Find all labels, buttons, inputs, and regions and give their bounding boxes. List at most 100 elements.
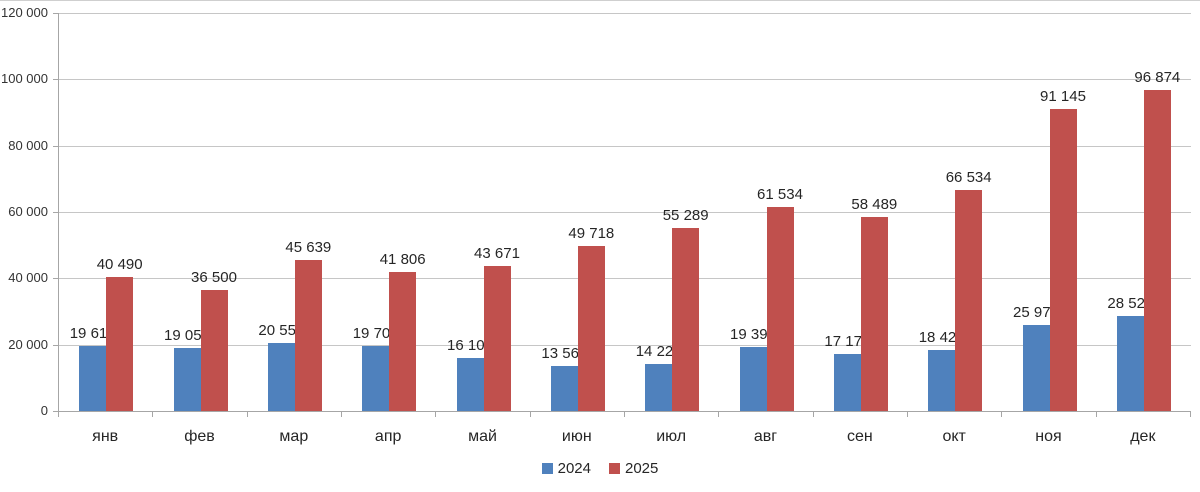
y-axis-tick-label: 0 [40,403,48,418]
gridline-20000 [59,344,1191,346]
plot-area: 19 614 40 490 19 054 36 500 20 558 45 639 19 7… [58,13,1191,412]
bar-2024-июл [645,363,673,411]
x-axis-label-июн: июн [561,428,592,445]
x-axis-tick [246,412,248,417]
y-axis-tick-label: 40 000 [8,270,48,286]
bar-2025-апр [389,272,417,411]
x-axis-tick [1095,412,1097,417]
gridline-40000 [59,278,1191,280]
bar-2024-ноя [1022,324,1050,411]
x-axis-tick [58,412,59,417]
bar-2024-сен [833,354,861,411]
bar-2025-сен [860,217,888,411]
data-label-2024-янв: 19 614 [69,324,116,342]
y-axis-tick [53,212,58,213]
x-axis-tick [624,412,625,417]
x-axis-tick [907,412,908,417]
y-axis-tick [53,278,58,280]
data-label-2024-окт: 18 428 [918,328,965,346]
x-axis-label-июл: июл [656,428,687,445]
x-axis-label-апр: апр [374,428,402,445]
data-label-2024-сен: 17 177 [824,333,871,351]
data-label-2025-ноя: 91 145 [1040,87,1086,105]
data-label-2024-апр: 19 700 [352,324,399,342]
legend-item-2025: 2025 [609,461,658,476]
data-label-2024-фев: 19 054 [164,326,210,344]
bar-2024-июн [550,366,578,411]
data-label-2025-июл: 55 289 [662,206,709,224]
y-axis-tick [53,79,58,81]
bar-2025-июн [577,246,605,411]
data-label-2024-мар: 20 558 [258,321,305,339]
bar-2024-мар [267,342,295,411]
gridline-60000 [59,212,1191,213]
data-label-2024-дек: 28 520 [1107,295,1154,313]
bar-2025-дек [1143,89,1171,411]
x-axis-label-окт: окт [942,428,966,445]
bar-2024-май [456,357,484,411]
x-axis-tick [341,412,342,417]
legend-label-2025: 2025 [625,460,659,477]
bar-2024-апр [362,345,390,411]
legend-swatch-2025 [609,463,620,474]
bar-2025-окт [955,190,983,411]
bar-2024-фев [173,347,201,411]
gridline-120000 [59,13,1191,14]
data-label-2024-июн: 13 560 [541,345,588,363]
gridline-100000 [59,79,1191,81]
bar-2024-окт [928,349,956,411]
x-axis-tick [152,412,154,417]
x-axis-label-май: май [468,428,497,445]
data-label-2025-апр: 41 806 [379,251,426,269]
gridline-80000 [59,145,1191,147]
x-axis-label-мар: мар [279,428,309,445]
bar-2025-мар [294,259,322,411]
data-label-2025-июн: 49 718 [568,225,615,243]
x-axis-label-дек: дек [1130,428,1156,445]
x-axis-tick [529,412,531,417]
legend: 2024 2025 [0,461,1200,476]
bar-2024-дек [1116,316,1144,411]
bar-2025-июл [672,227,700,411]
x-axis-tick [1001,412,1003,417]
x-axis-label-фев: фев [184,428,215,445]
y-axis-tick-label: 80 000 [8,137,48,153]
bar-2025-фев [200,289,228,411]
y-axis-tick [53,13,58,14]
x-axis-tick [718,412,720,417]
x-axis-label-сен: сен [846,428,873,445]
bar-2025-янв [106,276,134,411]
x-axis-label-авг: авг [753,428,778,445]
y-axis-tick-label: 60 000 [8,204,48,219]
x-axis-tick [435,412,437,417]
data-label-2024-май: 16 105 [447,336,493,354]
bar-2025-ноя [1049,108,1077,411]
data-label-2024-ноя: 25 970 [1013,303,1059,321]
legend-label-2024: 2024 [557,460,591,477]
data-label-2025-янв: 40 490 [96,255,143,273]
data-label-2025-фев: 36 500 [191,268,237,286]
bar-2024-янв [79,345,107,411]
bar-2025-авг [766,206,794,411]
data-label-2024-авг: 19 391 [730,325,776,343]
y-axis-tick [53,411,58,412]
legend-swatch-2024 [541,463,553,474]
y-axis-tick [53,145,58,147]
x-axis-tick [812,412,814,417]
x-axis-label-ноя: ноя [1035,428,1062,445]
y-axis-tick-label: 120 000 [1,5,48,20]
y-axis-tick-label: 20 000 [8,336,48,352]
data-label-2025-дек: 96 874 [1134,68,1181,86]
data-label-2025-окт: 66 534 [945,169,992,187]
legend-item-2024: 2024 [541,460,591,477]
data-label-2025-авг: 61 534 [757,185,803,203]
x-axis-tick [1190,412,1191,417]
y-axis-tick-label: 100 000 [1,71,48,87]
data-label-2025-май: 43 671 [474,245,520,263]
x-axis-label-янв: янв [92,428,119,445]
bar-2025-май [483,266,511,411]
data-label-2024-июл: 14 223 [635,342,682,360]
bar-2024-авг [739,346,767,411]
y-axis-tick [53,344,58,346]
